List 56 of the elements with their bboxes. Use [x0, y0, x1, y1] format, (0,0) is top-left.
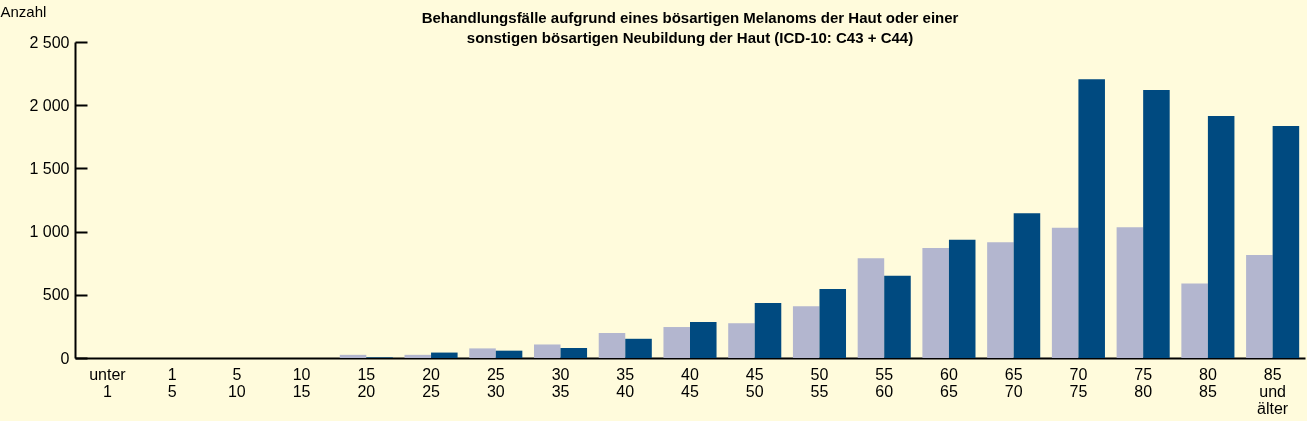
bar: [533, 344, 561, 358]
bar: [690, 321, 717, 358]
x-tick-label: 85 und älter: [1257, 365, 1289, 417]
bar: [625, 338, 652, 358]
x-tick-label: 40 45: [681, 365, 699, 400]
bar: [598, 332, 626, 358]
bar: [560, 348, 588, 358]
bar: [987, 242, 1014, 358]
x-tick-label: 30 35: [551, 365, 570, 400]
y-axis-title: Anzahl: [0, 2, 47, 20]
y-tick-label: 500: [42, 286, 70, 304]
y-tick-label: 0: [60, 349, 70, 367]
bar: [884, 275, 911, 358]
x-tick-label: 55 60: [875, 365, 894, 400]
y-tick-label: 1 000: [29, 223, 70, 241]
x-tick-label: 45 50: [745, 365, 764, 400]
bar: [1272, 126, 1300, 358]
x-tick-label: 20 25: [422, 365, 441, 400]
bar: [728, 323, 755, 358]
bar: [819, 289, 847, 358]
x-tick-label: 10 15: [292, 365, 311, 400]
bar: [1207, 115, 1235, 358]
x-tick-label: 80 85: [1199, 365, 1217, 400]
bar: [339, 354, 367, 358]
bar: [404, 354, 432, 358]
bar: [663, 327, 690, 358]
x-tick-label: 65 70: [1004, 365, 1023, 400]
x-tick-label: 5 10: [227, 365, 246, 400]
bar: [857, 258, 885, 358]
bar: [431, 352, 458, 358]
y-tick-label: 2 000: [29, 96, 70, 114]
x-tick-label: 15 20: [357, 365, 376, 400]
bar: [495, 350, 523, 358]
bar: [922, 248, 949, 358]
bar: [1051, 227, 1079, 358]
x-tick-label: 70 75: [1069, 365, 1088, 400]
x-tick-label: 35 40: [616, 365, 635, 400]
x-tick-label: 50 55: [810, 365, 829, 400]
bar: [792, 306, 820, 358]
x-tick-label: 60 65: [940, 365, 958, 400]
x-tick-label: unter 1: [89, 365, 127, 400]
bar: [1078, 79, 1105, 358]
bar: [1181, 283, 1208, 358]
bar: [1143, 90, 1170, 358]
y-tick-label: 2 500: [29, 33, 70, 51]
bar: [469, 348, 496, 358]
x-tick-label: 25 30: [486, 365, 505, 400]
bar: [1116, 227, 1144, 358]
chart-title: Behandlungsfälle aufgrund eines bösartigen Melanoms der Haut oder einer sonstigen bösartigen Neubildung der Haut (ICD-10: C43 + C44): [421, 9, 959, 46]
bar: [1013, 213, 1041, 358]
x-tick-label: 1 5: [167, 365, 177, 400]
bar: [948, 239, 976, 358]
bar: [754, 303, 782, 358]
bar: [1246, 254, 1273, 358]
y-tick-label: 1 500: [29, 159, 70, 177]
x-tick-label: 75 80: [1134, 365, 1153, 400]
